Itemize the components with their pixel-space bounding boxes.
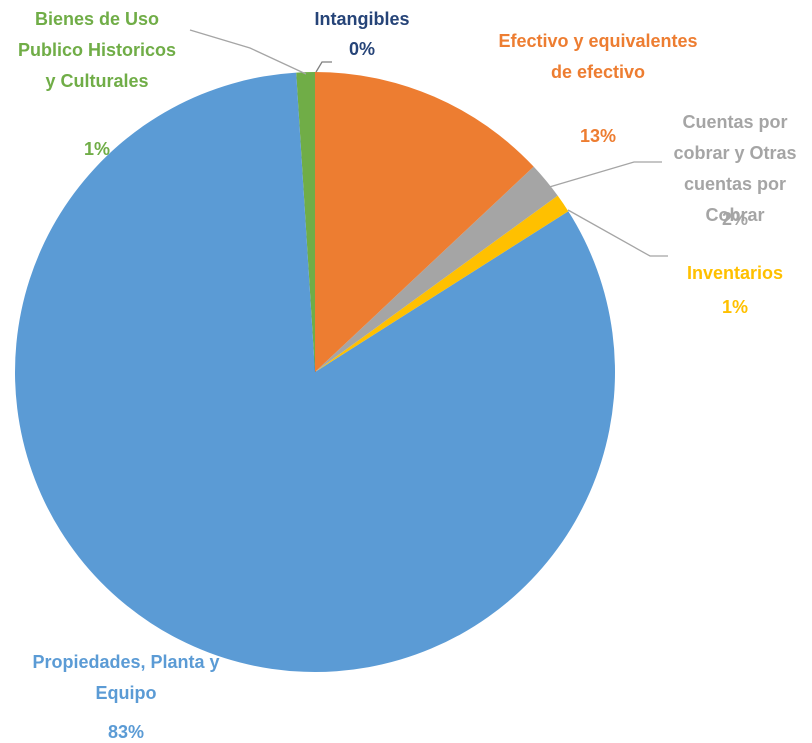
leader-line [545, 161, 662, 189]
slice-percent: 0% [348, 39, 375, 59]
pie-slice [315, 166, 558, 372]
slice-label: Inventarios [686, 263, 784, 283]
slice-label: Cuentas por cobrar y Otras cuentas por C… [673, 112, 797, 225]
slice-percent: 1% [83, 139, 110, 159]
leader-line [189, 29, 307, 75]
slice-percent: 83% [107, 722, 145, 742]
slice-label: Intangibles [314, 9, 410, 29]
pie-slice [315, 72, 534, 372]
pie-slice [296, 72, 315, 372]
slice-label: Propiedades, Planta y Equipo [32, 652, 220, 703]
pie-slice [315, 195, 569, 372]
leader-line [315, 61, 332, 73]
slice-label: Bienes de Uso Publico Historicos y Cultu… [17, 9, 177, 91]
pie-slice [14, 72, 616, 672]
slice-label: Efectivo y equivalentes de efectivo [498, 31, 698, 82]
leader-lines [189, 29, 668, 257]
slice-percent: 1% [721, 297, 748, 317]
slice-percent: 2% [721, 209, 748, 229]
slice-percent: 13% [579, 126, 617, 146]
leader-line [567, 209, 668, 257]
